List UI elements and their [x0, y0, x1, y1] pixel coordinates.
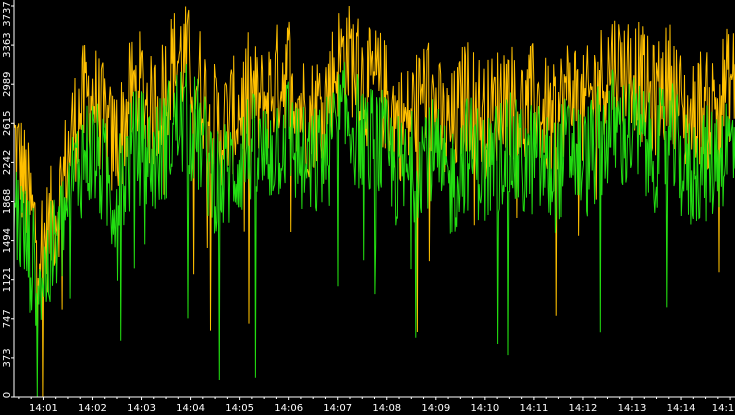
- x-tick-label: 14:12: [569, 403, 598, 414]
- series-layer: [13, 5, 735, 398]
- y-tick-label: 1868: [2, 189, 13, 214]
- y-tick-label: 747: [2, 309, 13, 328]
- y-tick-label: 2242: [2, 150, 13, 175]
- x-tick-label: 14:14: [667, 403, 696, 414]
- y-tick-label: 2989: [2, 71, 13, 96]
- x-tick-label: 14:11: [519, 403, 548, 414]
- y-tick-label: 373: [2, 348, 13, 367]
- series-line-2: [13, 62, 735, 398]
- x-tick-label: 14:03: [127, 403, 156, 414]
- series-line-1: [13, 5, 735, 398]
- x-tick-label: 14:1: [712, 403, 734, 414]
- x-tick-label: 14:10: [470, 403, 499, 414]
- y-axis: 0 373 747 1121 1494 1868 2242 2615 2989 3363 3737: [2, 1, 14, 398]
- x-tick-label: 14:07: [323, 403, 352, 414]
- x-tick-label: 14:01: [29, 403, 58, 414]
- x-tick-label: 14:05: [225, 403, 254, 414]
- y-tick-label: 2615: [2, 111, 13, 136]
- y-tick-label: 3363: [2, 32, 13, 57]
- y-tick-label: 1121: [2, 267, 13, 292]
- x-tick-label: 14:02: [78, 403, 107, 414]
- x-tick-label: 14:06: [274, 403, 303, 414]
- x-tick-label: 14:04: [176, 403, 205, 414]
- x-tick-label: 14:09: [421, 403, 450, 414]
- y-tick-label: 1494: [2, 228, 13, 253]
- y-tick-label: 3737: [2, 1, 13, 26]
- x-axis: 14:01 14:02 14:03 14:04 14:05 14:06 14:07 14:08…: [18, 397, 734, 414]
- x-tick-label: 14:08: [372, 403, 401, 414]
- x-tick-label: 14:13: [618, 403, 647, 414]
- y-tick-label: 0: [2, 392, 13, 398]
